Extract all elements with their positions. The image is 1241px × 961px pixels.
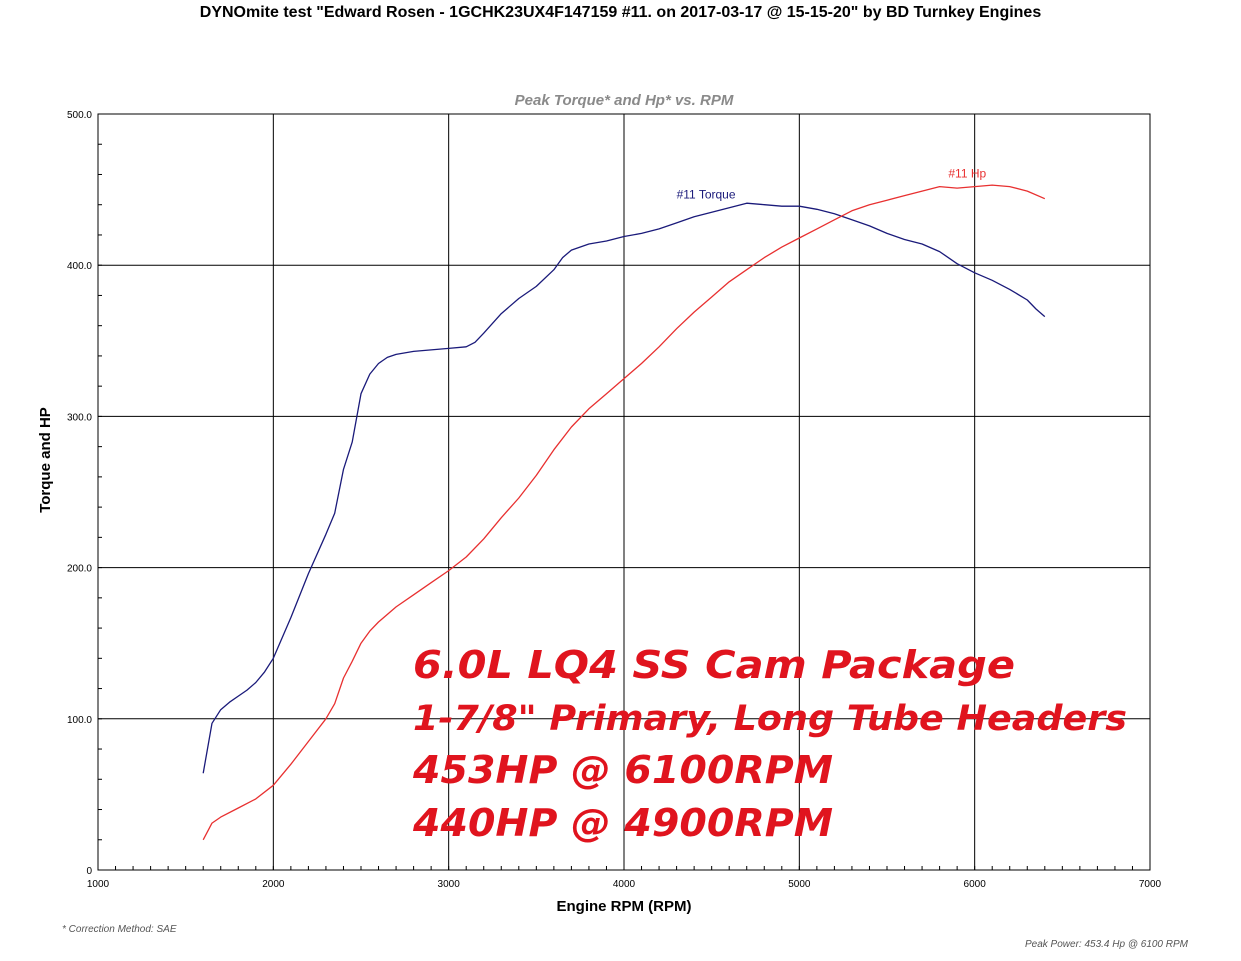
x-tick-label: 5000 bbox=[788, 879, 811, 890]
series-line-torque bbox=[202, 202, 1046, 774]
chart-subtitle: Peak Torque* and Hp* vs. RPM bbox=[515, 92, 734, 109]
series-label-torque: #11 Torque bbox=[677, 188, 736, 202]
overlay-line-2: 1-7/8" Primary, Long Tube Headers bbox=[413, 699, 1127, 739]
x-axis-label: Engine RPM (RPM) bbox=[557, 898, 692, 915]
y-tick-label: 300.0 bbox=[67, 412, 92, 423]
y-tick-label: 200.0 bbox=[67, 564, 92, 575]
tick-labels: 1000 2000 3000 4000 5000 6000 7000 0 100.0 200.0 3… bbox=[67, 110, 1162, 890]
chart-main-title: DYNOmite test "Edward Rosen - 1GCHK23UX4… bbox=[199, 4, 1042, 21]
x-tick-label: 6000 bbox=[964, 879, 987, 890]
y-tick-label: 500.0 bbox=[67, 110, 92, 121]
y-axis-label: Torque and HP bbox=[37, 407, 54, 513]
overlay-annotation: 6.0L LQ4 SS Cam Package 1-7/8" Primary, … bbox=[412, 643, 1127, 845]
y-tick-label: 100.0 bbox=[67, 715, 92, 726]
x-tick-label: 7000 bbox=[1139, 879, 1162, 890]
x-tick-label: 2000 bbox=[262, 879, 285, 890]
x-tick-label: 1000 bbox=[87, 879, 110, 890]
y-tick-label: 400.0 bbox=[67, 261, 92, 272]
correction-method-note: * Correction Method: SAE bbox=[62, 924, 177, 935]
y-tick-label: 0 bbox=[86, 866, 92, 877]
x-tick-label: 4000 bbox=[613, 879, 636, 890]
series-label-hp: #11 Hp bbox=[948, 167, 986, 181]
series-layer: #11 Torque #11 Hp bbox=[202, 167, 1046, 841]
overlay-line-1: 6.0L LQ4 SS Cam Package bbox=[413, 643, 1015, 687]
x-tick-label: 3000 bbox=[438, 879, 461, 890]
series-line-hp bbox=[202, 184, 1046, 841]
overlay-line-3: 453HP @ 6100RPM bbox=[412, 748, 833, 792]
peak-power-note: Peak Power: 453.4 Hp @ 6100 RPM bbox=[1025, 939, 1189, 950]
minor-ticks bbox=[97, 113, 1151, 871]
overlay-line-4: 440HP @ 4900RPM bbox=[412, 801, 833, 845]
